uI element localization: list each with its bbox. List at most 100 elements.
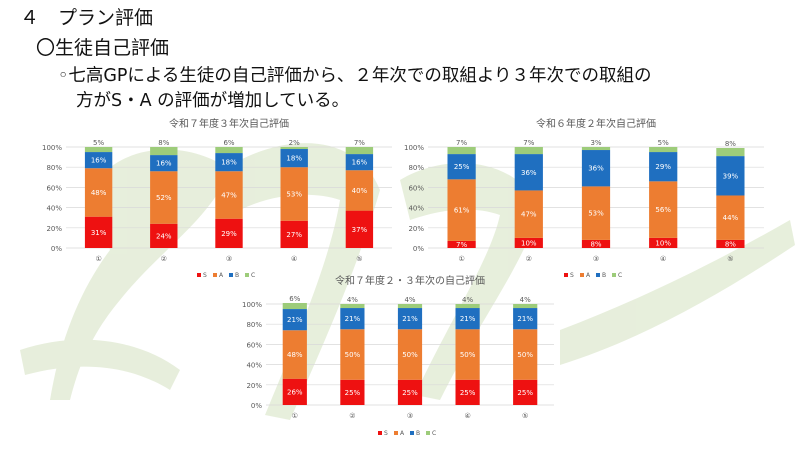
bar-segment-c (513, 304, 538, 309)
y-tick-label: 20% (246, 382, 262, 390)
data-label: 4% (520, 296, 531, 304)
legend-swatch-a (394, 431, 398, 435)
bar-segment-s (215, 218, 243, 248)
data-label: 36% (588, 165, 604, 173)
bar-segment-b (514, 154, 543, 191)
bar-segment-c (455, 304, 480, 309)
data-label: 4% (347, 296, 358, 304)
legend-label: S (384, 430, 388, 437)
legend-label: B (235, 272, 239, 279)
legend-label: B (602, 272, 606, 279)
data-label: 48% (287, 351, 303, 359)
legend-swatch-s (197, 273, 201, 277)
y-tick-label: 100% (42, 144, 62, 152)
bar-segment-a (649, 181, 678, 238)
bar-segment-a (447, 179, 476, 241)
chart-title: 令和７年度２・３年次の自己評価 (335, 274, 485, 287)
bar-segment-c (340, 304, 365, 309)
bar-segment-s (513, 379, 538, 405)
data-label: 2% (289, 139, 300, 147)
legend-label: C (432, 430, 436, 437)
category-label: ② (349, 412, 355, 420)
bar-segment-a (345, 170, 374, 211)
data-label: 21% (287, 316, 303, 324)
chart-title: 令和６年度２年次自己評価 (536, 117, 656, 130)
bar-segment-c (150, 147, 178, 156)
legend-label: A (400, 430, 405, 437)
bar-segment-s (514, 237, 543, 248)
legend-swatch-a (580, 273, 584, 277)
category-label: ① (458, 255, 464, 263)
y-tick-label: 20% (46, 225, 62, 233)
bar-segment-s (581, 239, 611, 248)
y-tick-label: 0% (51, 245, 62, 253)
category-label: ⑤ (727, 255, 733, 263)
bar-segment-a (716, 195, 745, 240)
data-label: 8% (158, 139, 169, 147)
bar-segment-c (215, 147, 243, 154)
bar-segment-b (397, 308, 423, 330)
bar-segment-b (215, 153, 243, 172)
data-label: 31% (91, 229, 107, 237)
bar-segment-b (513, 308, 538, 330)
data-label: 29% (655, 163, 671, 171)
data-label: 48% (91, 189, 107, 197)
bar-segment-c (282, 302, 307, 310)
data-label: 52% (156, 194, 172, 202)
data-label: 21% (517, 315, 533, 323)
bar-segment-a (280, 167, 308, 221)
data-label: 16% (91, 157, 107, 165)
data-label: 7% (354, 139, 365, 147)
legend-swatch-s (378, 431, 382, 435)
category-label: ② (526, 255, 532, 263)
bar-segment-s (150, 223, 178, 248)
legend-swatch-c (245, 273, 249, 277)
category-label: ③ (226, 255, 232, 263)
legend-swatch-s (564, 273, 568, 277)
slide-heading: ４ プラン評価 (20, 7, 154, 29)
data-label: 50% (402, 351, 418, 359)
data-label: 8% (590, 240, 601, 248)
data-label: 36% (521, 169, 537, 177)
bar-segment-b (455, 308, 480, 330)
category-label: ① (292, 412, 298, 420)
data-label: 25% (345, 389, 361, 397)
y-tick-label: 20% (408, 225, 424, 233)
bar-segment-a (150, 171, 178, 224)
data-label: 37% (352, 226, 368, 234)
bar-segment-b (340, 308, 365, 330)
bar-segment-s (397, 379, 423, 405)
bar-segment-c (84, 147, 113, 153)
data-label: 47% (521, 211, 537, 219)
data-label: 21% (460, 315, 476, 323)
bar-segment-s (340, 379, 365, 405)
data-label: 18% (221, 159, 237, 167)
bar-segment-b (280, 149, 308, 168)
data-label: 4% (404, 296, 415, 304)
data-label: 25% (517, 389, 533, 397)
data-label: 16% (352, 159, 368, 167)
data-label: 50% (345, 351, 361, 359)
bar-segment-b (581, 150, 611, 187)
y-tick-label: 100% (242, 301, 262, 309)
legend-label: A (586, 272, 591, 279)
data-label: 40% (352, 187, 368, 195)
data-label: 18% (286, 155, 302, 163)
y-tick-label: 60% (46, 184, 62, 192)
bar-segment-c (447, 147, 476, 155)
bar-segment-s (649, 237, 678, 248)
data-label: 24% (156, 232, 172, 240)
bar-segment-s (280, 220, 308, 248)
data-label: 50% (460, 351, 476, 359)
chart-r6-2nd-year: 令和６年度２年次自己評価 0% 20% 40% 60% 80% 100% 7% 61% 25% 7%… (404, 117, 764, 279)
y-tick-label: 80% (46, 164, 62, 172)
bar-segment-s (716, 239, 745, 248)
y-tick-label: 80% (408, 164, 424, 172)
bar-segment-s (84, 216, 113, 248)
data-label: 5% (658, 139, 669, 147)
bar-segment-a (455, 329, 480, 380)
bar-segment-a (397, 329, 423, 380)
legend-label: A (219, 272, 224, 279)
data-label: 25% (402, 389, 418, 397)
bar-segment-c (397, 304, 423, 309)
